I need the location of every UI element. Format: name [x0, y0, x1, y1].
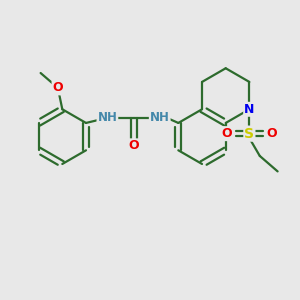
Text: O: O [221, 127, 232, 140]
Text: S: S [244, 127, 254, 141]
Text: NH: NH [150, 111, 169, 124]
Text: O: O [267, 127, 277, 140]
Text: O: O [52, 81, 63, 94]
Text: O: O [128, 139, 139, 152]
Text: NH: NH [98, 111, 117, 124]
Text: N: N [244, 103, 255, 116]
